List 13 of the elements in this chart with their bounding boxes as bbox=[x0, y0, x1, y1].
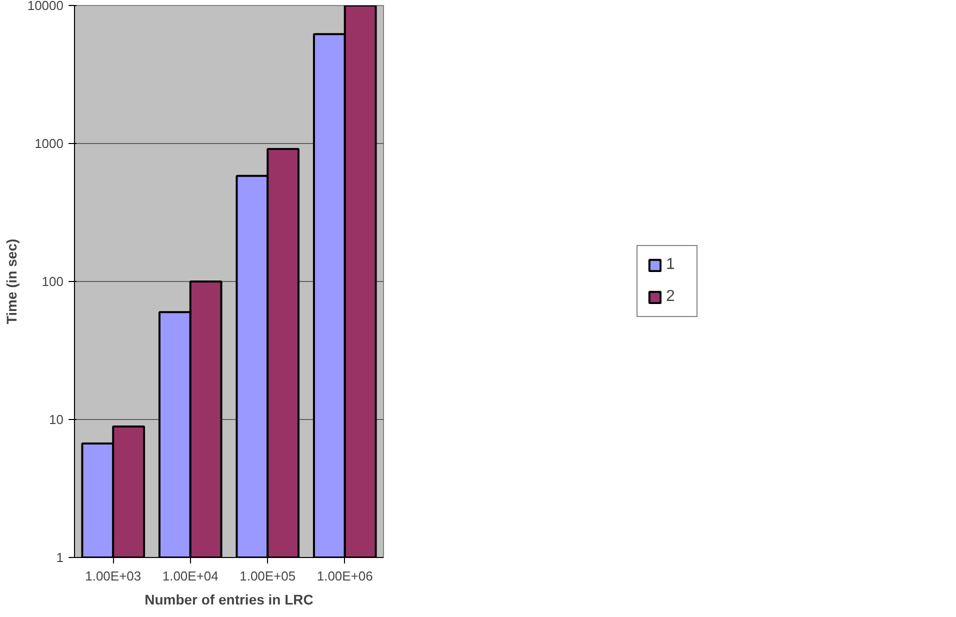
legend-label: 1 bbox=[666, 256, 676, 274]
x-tick-label: 1.00E+03 bbox=[85, 568, 142, 584]
y-tick-label: 1 bbox=[56, 550, 64, 565]
y-tick-label: 10000 bbox=[27, 0, 64, 13]
x-tick-label: 1.00E+05 bbox=[240, 568, 296, 584]
y-tick-label: 1000 bbox=[34, 136, 64, 151]
legend-label: 2 bbox=[666, 288, 676, 306]
x-axis-title: Number of entries in LRC bbox=[144, 592, 314, 608]
y-tick-label: 100 bbox=[42, 274, 64, 289]
x-tick-label: 1.00E+04 bbox=[162, 568, 218, 584]
y-tick-label: 10 bbox=[49, 412, 64, 427]
y-axis-title: Time (in sec) bbox=[3, 238, 20, 324]
x-tick-label: 1.00E+06 bbox=[316, 568, 373, 584]
